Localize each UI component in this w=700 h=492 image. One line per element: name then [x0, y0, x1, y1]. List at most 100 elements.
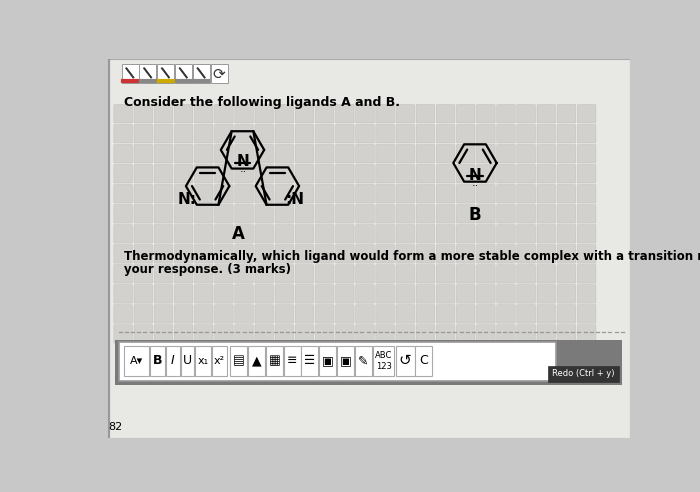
FancyBboxPatch shape: [255, 124, 274, 143]
FancyBboxPatch shape: [335, 245, 354, 263]
FancyBboxPatch shape: [497, 305, 515, 323]
FancyBboxPatch shape: [114, 124, 132, 143]
FancyBboxPatch shape: [134, 305, 153, 323]
Text: your response. (3 marks): your response. (3 marks): [124, 263, 291, 276]
FancyBboxPatch shape: [134, 245, 153, 263]
FancyBboxPatch shape: [557, 145, 575, 163]
FancyBboxPatch shape: [517, 145, 536, 163]
Text: ≡: ≡: [287, 354, 298, 368]
FancyBboxPatch shape: [416, 245, 435, 263]
FancyBboxPatch shape: [234, 184, 253, 203]
FancyBboxPatch shape: [315, 285, 334, 303]
FancyBboxPatch shape: [134, 104, 153, 123]
FancyBboxPatch shape: [315, 224, 334, 243]
FancyBboxPatch shape: [154, 305, 173, 323]
Text: ABC
123: ABC 123: [375, 351, 392, 370]
FancyBboxPatch shape: [497, 224, 515, 243]
FancyBboxPatch shape: [396, 346, 414, 375]
FancyBboxPatch shape: [356, 184, 375, 203]
FancyBboxPatch shape: [275, 164, 294, 183]
FancyBboxPatch shape: [477, 164, 495, 183]
FancyBboxPatch shape: [215, 325, 233, 343]
FancyBboxPatch shape: [557, 305, 575, 323]
FancyBboxPatch shape: [195, 245, 213, 263]
FancyBboxPatch shape: [477, 305, 495, 323]
FancyBboxPatch shape: [174, 245, 193, 263]
FancyBboxPatch shape: [497, 184, 515, 203]
FancyBboxPatch shape: [134, 325, 153, 343]
FancyBboxPatch shape: [557, 224, 575, 243]
FancyBboxPatch shape: [335, 205, 354, 223]
FancyBboxPatch shape: [255, 184, 274, 203]
FancyBboxPatch shape: [497, 145, 515, 163]
Text: :N: :N: [285, 192, 304, 208]
FancyBboxPatch shape: [134, 145, 153, 163]
FancyBboxPatch shape: [537, 205, 556, 223]
FancyBboxPatch shape: [578, 104, 596, 123]
FancyBboxPatch shape: [275, 285, 294, 303]
FancyBboxPatch shape: [436, 184, 455, 203]
FancyBboxPatch shape: [335, 145, 354, 163]
FancyBboxPatch shape: [396, 265, 414, 283]
FancyBboxPatch shape: [376, 184, 394, 203]
FancyBboxPatch shape: [154, 224, 173, 243]
FancyBboxPatch shape: [295, 285, 314, 303]
FancyBboxPatch shape: [315, 205, 334, 223]
FancyBboxPatch shape: [356, 145, 375, 163]
FancyBboxPatch shape: [436, 265, 455, 283]
FancyBboxPatch shape: [356, 285, 375, 303]
FancyBboxPatch shape: [114, 325, 132, 343]
FancyBboxPatch shape: [154, 104, 173, 123]
FancyBboxPatch shape: [139, 64, 157, 83]
FancyBboxPatch shape: [337, 346, 354, 375]
FancyBboxPatch shape: [477, 224, 495, 243]
FancyBboxPatch shape: [195, 145, 213, 163]
FancyBboxPatch shape: [295, 305, 314, 323]
FancyBboxPatch shape: [175, 64, 192, 83]
FancyBboxPatch shape: [416, 325, 435, 343]
FancyBboxPatch shape: [315, 245, 334, 263]
FancyBboxPatch shape: [578, 164, 596, 183]
FancyBboxPatch shape: [114, 265, 132, 283]
FancyBboxPatch shape: [335, 325, 354, 343]
FancyBboxPatch shape: [396, 305, 414, 323]
FancyBboxPatch shape: [497, 265, 515, 283]
FancyBboxPatch shape: [415, 346, 433, 375]
FancyBboxPatch shape: [166, 346, 180, 375]
FancyBboxPatch shape: [195, 325, 213, 343]
FancyBboxPatch shape: [315, 265, 334, 283]
FancyBboxPatch shape: [537, 305, 556, 323]
FancyBboxPatch shape: [497, 164, 515, 183]
FancyBboxPatch shape: [230, 346, 247, 375]
FancyBboxPatch shape: [356, 305, 375, 323]
FancyBboxPatch shape: [234, 224, 253, 243]
FancyBboxPatch shape: [114, 285, 132, 303]
FancyBboxPatch shape: [295, 124, 314, 143]
Text: ⟳: ⟳: [213, 67, 225, 82]
FancyBboxPatch shape: [295, 205, 314, 223]
FancyBboxPatch shape: [124, 346, 148, 375]
FancyBboxPatch shape: [154, 325, 173, 343]
FancyBboxPatch shape: [195, 224, 213, 243]
FancyBboxPatch shape: [114, 184, 132, 203]
FancyBboxPatch shape: [255, 325, 274, 343]
FancyBboxPatch shape: [517, 104, 536, 123]
FancyBboxPatch shape: [477, 184, 495, 203]
FancyBboxPatch shape: [275, 325, 294, 343]
FancyBboxPatch shape: [537, 285, 556, 303]
Text: ..: ..: [239, 164, 247, 174]
FancyBboxPatch shape: [578, 325, 596, 343]
FancyBboxPatch shape: [195, 164, 213, 183]
FancyBboxPatch shape: [497, 285, 515, 303]
FancyBboxPatch shape: [174, 265, 193, 283]
FancyBboxPatch shape: [275, 145, 294, 163]
Text: A: A: [232, 224, 245, 243]
FancyBboxPatch shape: [537, 164, 556, 183]
FancyBboxPatch shape: [335, 224, 354, 243]
Text: ▲: ▲: [251, 354, 261, 368]
FancyBboxPatch shape: [315, 104, 334, 123]
Text: ▦: ▦: [268, 354, 280, 368]
FancyBboxPatch shape: [234, 285, 253, 303]
FancyBboxPatch shape: [436, 325, 455, 343]
FancyBboxPatch shape: [215, 184, 233, 203]
